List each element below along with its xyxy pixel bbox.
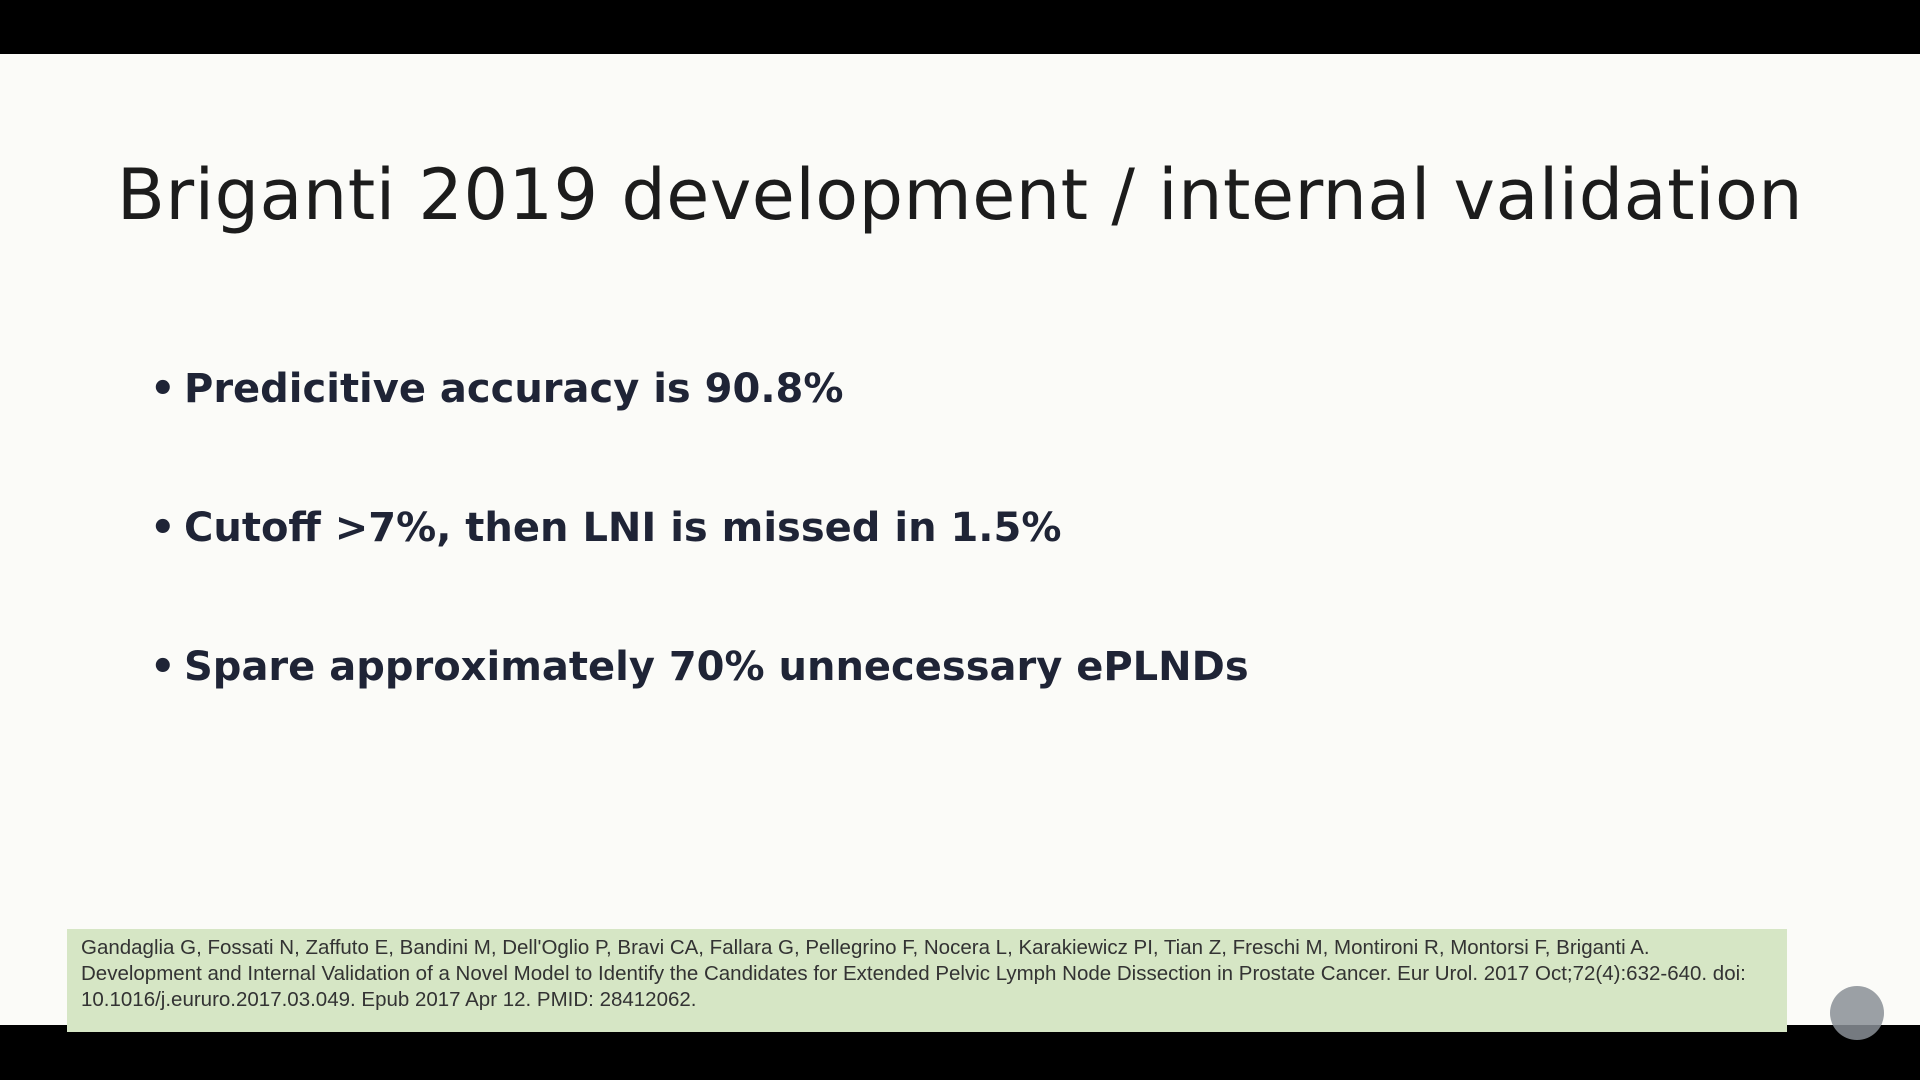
bullet-row: • Spare approximately 70% unnecessary ePL…	[150, 644, 1249, 690]
bullet-dot: •	[150, 366, 176, 412]
bullet-text: Cutoff >7%, then LNI is missed in 1.5%	[184, 505, 1062, 551]
slide: Briganti 2019 development / internal val…	[0, 54, 1920, 1032]
citation: Gandaglia G, Fossati N, Zaffuto E, Bandi…	[67, 929, 1787, 1032]
bullet-dot: •	[150, 644, 176, 690]
slide-title: Briganti 2019 development / internal val…	[116, 154, 1804, 236]
bullet-dot: •	[150, 505, 176, 551]
bullet-text: Predicitive accuracy is 90.8%	[184, 366, 844, 412]
logo	[1830, 986, 1884, 1040]
bullet-row: • Cutoff >7%, then LNI is missed in 1.5%	[150, 505, 1061, 551]
bullet-text: Spare approximately 70% unnecessary ePLN…	[184, 644, 1249, 690]
bullet-row: • Predicitive accuracy is 90.8%	[150, 366, 843, 412]
